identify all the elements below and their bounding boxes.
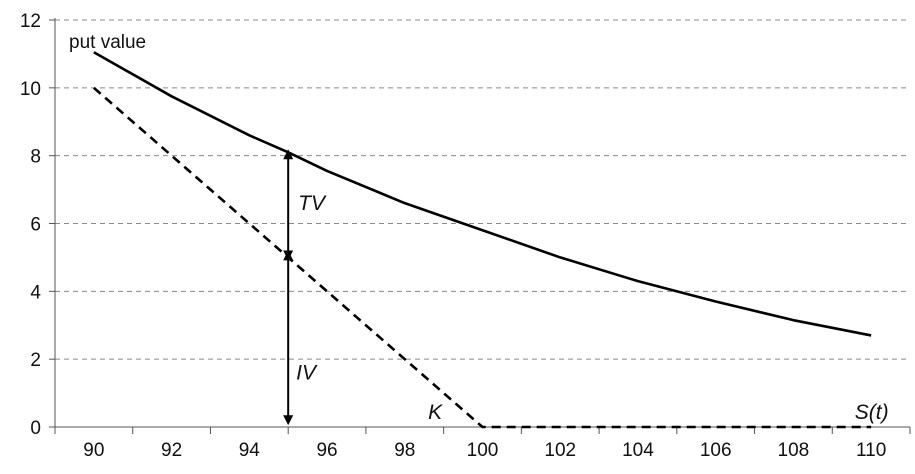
y-tick-label-0: 0 xyxy=(30,418,41,439)
x-tick-label-94: 94 xyxy=(239,440,261,461)
y-tick-label-4: 4 xyxy=(30,282,41,303)
x-tick-label-96: 96 xyxy=(316,440,337,461)
k-label: K xyxy=(428,401,443,424)
put-value-line xyxy=(93,51,872,337)
x-tick-label-110: 110 xyxy=(856,440,886,461)
y-axis-ticks: 0 2 4 6 8 10 12 xyxy=(20,11,55,439)
x-tick-label-102: 102 xyxy=(544,440,576,461)
iv-label: IV xyxy=(296,362,318,385)
axes xyxy=(54,18,910,428)
y-tick-label-10: 10 xyxy=(20,79,41,100)
x-tick-label-108: 108 xyxy=(778,440,810,461)
x-tick-label-98: 98 xyxy=(394,440,415,461)
x-tick-label-104: 104 xyxy=(622,440,654,461)
x-tick-label-90: 90 xyxy=(83,440,104,461)
s-label: S(t) xyxy=(855,401,889,424)
series-group xyxy=(93,51,872,429)
y-tick-label-12: 12 xyxy=(20,11,41,32)
gridlines xyxy=(55,19,910,360)
x-tick-label-106: 106 xyxy=(700,440,732,461)
y-tick-label-6: 6 xyxy=(30,215,41,236)
x-tick-label-100: 100 xyxy=(467,440,499,461)
tv-label: TV xyxy=(298,192,327,215)
intrinsic-value-line xyxy=(93,86,872,429)
x-tick-label-92: 92 xyxy=(161,440,182,461)
annotations: put value TV IV K S(t) xyxy=(69,32,889,426)
put-value-label: put value xyxy=(69,32,146,53)
y-tick-label-2: 2 xyxy=(30,350,41,371)
y-tick-label-8: 8 xyxy=(30,147,41,168)
x-axis-ticks: 90 92 94 96 98 100 102 104 106 108 110 xyxy=(54,427,911,461)
